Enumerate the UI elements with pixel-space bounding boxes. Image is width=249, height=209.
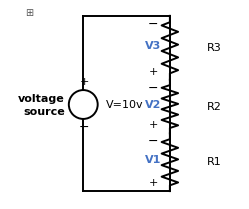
Text: V2: V2: [145, 99, 162, 110]
Text: +: +: [80, 77, 89, 87]
Text: R1: R1: [207, 157, 222, 167]
Text: R3: R3: [207, 43, 222, 53]
Text: source: source: [23, 107, 65, 117]
Text: V1: V1: [145, 155, 162, 165]
Text: V=10v: V=10v: [106, 99, 144, 110]
Text: ⊞: ⊞: [25, 8, 34, 18]
Text: −: −: [148, 135, 159, 148]
Text: −: −: [148, 82, 159, 94]
Text: V3: V3: [145, 41, 161, 51]
Text: +: +: [149, 178, 158, 188]
Text: +: +: [149, 120, 158, 130]
Text: R2: R2: [207, 102, 222, 112]
Text: −: −: [79, 121, 90, 134]
Text: −: −: [148, 18, 159, 31]
Text: voltage: voltage: [18, 94, 65, 104]
Text: +: +: [149, 66, 158, 76]
